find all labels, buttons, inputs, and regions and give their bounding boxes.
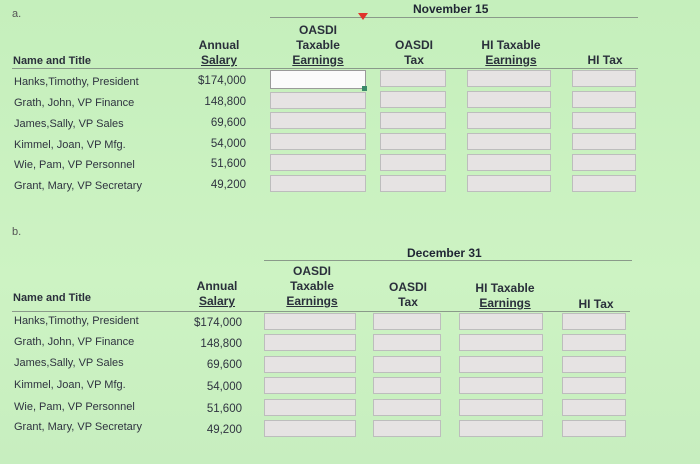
oasdi-tax-input[interactable] [373,399,441,416]
oasdi-taxable-earnings-input[interactable] [270,133,366,150]
hi-taxable-earnings-input[interactable] [459,313,543,330]
hi-tax-header: HI Tax [587,53,623,67]
hi-tax-header: HI Tax [578,297,614,311]
hi-tax-input[interactable] [572,70,636,87]
part-b-label: b. [12,226,22,238]
hi-taxable-earnings-input[interactable] [459,356,543,373]
hi-taxable-earnings-input[interactable] [459,420,543,437]
employee-name: Grant, Mary, VP Secretary [14,180,142,192]
hi-tax-input[interactable] [572,175,636,192]
annual-salary-value: 54,000 [206,381,242,393]
oasdi-taxable-earnings-input[interactable] [270,70,366,89]
hi-tax-input[interactable] [562,420,626,437]
oasdi-taxable-earnings-input[interactable] [270,175,366,192]
part-b-date-rule [264,260,632,261]
annual-salary-value: 69,600 [210,117,246,129]
oasdi-taxable-earnings-input[interactable] [264,420,356,437]
hi-taxable-earnings-input[interactable] [459,334,543,351]
hi-tax-input[interactable] [572,91,636,108]
part-a-label: a. [12,8,22,20]
employee-name: Grant, Mary, VP Secretary [14,421,142,433]
oasdi-tax-header: OASDI Tax [394,38,433,67]
name-title-header: Name and Title [13,292,92,304]
oasdi-tax-input[interactable] [373,313,441,330]
annual-salary-value: $174,000 [194,317,242,329]
oasdi-taxable-earnings-input[interactable] [264,377,356,394]
hi-tax-input[interactable] [562,313,626,330]
oasdi-taxable-earnings-header: OASDI Taxable Earnings [286,264,338,308]
oasdi-tax-input[interactable] [380,133,446,150]
part-a-date-heading: November 15 [413,2,489,16]
annual-salary-value: 51,600 [210,158,246,170]
hi-tax-input[interactable] [572,154,636,171]
hi-taxable-earnings-input[interactable] [467,154,551,171]
oasdi-taxable-earnings-input[interactable] [264,334,356,351]
annual-salary-value: 69,600 [206,359,242,371]
annual-salary-value: 148,800 [200,338,242,350]
hi-tax-input[interactable] [562,377,626,394]
hi-taxable-earnings-input[interactable] [467,70,551,87]
employee-name: Kimmel, Joan, VP Mfg. [14,379,126,391]
oasdi-taxable-earnings-header: OASDI Taxable Earnings [292,23,344,67]
hi-taxable-earnings-input[interactable] [459,399,543,416]
mouse-cursor-icon [358,13,368,20]
hi-taxable-earnings-input[interactable] [459,377,543,394]
annual-salary-header: Annual Salary [198,38,240,67]
annual-salary-value: 49,200 [206,424,242,436]
annual-salary-value: 51,600 [206,403,242,415]
oasdi-tax-input[interactable] [373,334,441,351]
hi-tax-input[interactable] [562,334,626,351]
employee-name: James,Sally, VP Sales [14,357,124,369]
employee-name: Hanks,Timothy, President [14,76,139,88]
name-title-header: Name and Title [13,55,92,67]
cell-fill-handle[interactable] [362,86,367,91]
oasdi-tax-input[interactable] [373,356,441,373]
employee-name: Wie, Pam, VP Personnel [14,401,135,413]
oasdi-taxable-earnings-input[interactable] [264,399,356,416]
hi-taxable-earnings-header: HI Taxable Earnings [481,38,541,67]
hi-taxable-earnings-input[interactable] [467,112,551,129]
hi-taxable-earnings-input[interactable] [467,91,551,108]
oasdi-taxable-earnings-input[interactable] [270,154,366,171]
hi-taxable-earnings-input[interactable] [467,175,551,192]
hi-tax-input[interactable] [572,112,636,129]
hi-taxable-earnings-header: HI Taxable Earnings [475,281,535,310]
hi-tax-input[interactable] [562,356,626,373]
hi-taxable-earnings-input[interactable] [467,133,551,150]
oasdi-tax-input[interactable] [380,175,446,192]
employee-name: Grath, John, VP Finance [14,97,135,109]
oasdi-tax-header: OASDI Tax [388,280,427,309]
part-b-date-heading: December 31 [407,246,482,260]
employee-name: Hanks,Timothy, President [14,315,139,327]
oasdi-tax-input[interactable] [380,70,446,87]
employee-name: Kimmel, Joan, VP Mfg. [14,139,126,151]
annual-salary-value: 148,800 [204,96,246,108]
hi-tax-input[interactable] [572,133,636,150]
oasdi-tax-input[interactable] [373,377,441,394]
part-a-header-rule [12,68,638,69]
part-a-date-rule [270,17,638,18]
employee-name: James,Sally, VP Sales [14,118,124,130]
oasdi-tax-input[interactable] [380,112,446,129]
oasdi-taxable-earnings-input[interactable] [270,92,366,109]
oasdi-tax-input[interactable] [380,154,446,171]
annual-salary-value: $174,000 [198,75,246,87]
oasdi-tax-input[interactable] [380,91,446,108]
oasdi-taxable-earnings-input[interactable] [264,356,356,373]
part-b-header-rule [12,311,630,312]
annual-salary-header: Annual Salary [196,279,238,308]
employee-name: Grath, John, VP Finance [14,336,135,348]
hi-tax-input[interactable] [562,399,626,416]
oasdi-taxable-earnings-input[interactable] [270,112,366,129]
oasdi-taxable-earnings-input[interactable] [264,313,356,330]
oasdi-tax-input[interactable] [373,420,441,437]
annual-salary-value: 49,200 [210,179,246,191]
annual-salary-value: 54,000 [210,138,246,150]
employee-name: Wie, Pam, VP Personnel [14,159,135,171]
